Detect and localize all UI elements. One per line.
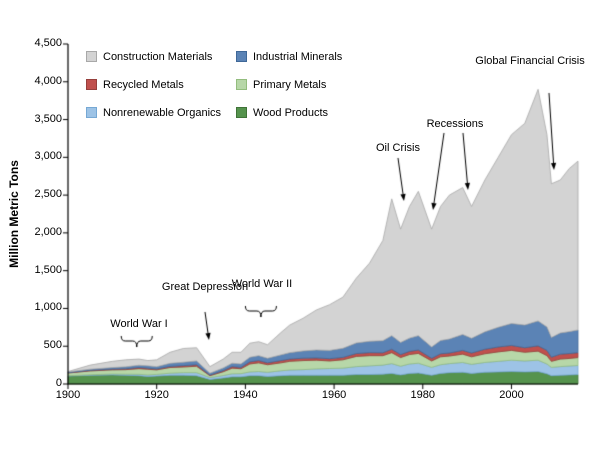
stacked-area-chart	[0, 0, 600, 452]
chart-figure: Million Metric Tons 0 500 1,000 1,500 2,000 2…	[0, 0, 600, 452]
